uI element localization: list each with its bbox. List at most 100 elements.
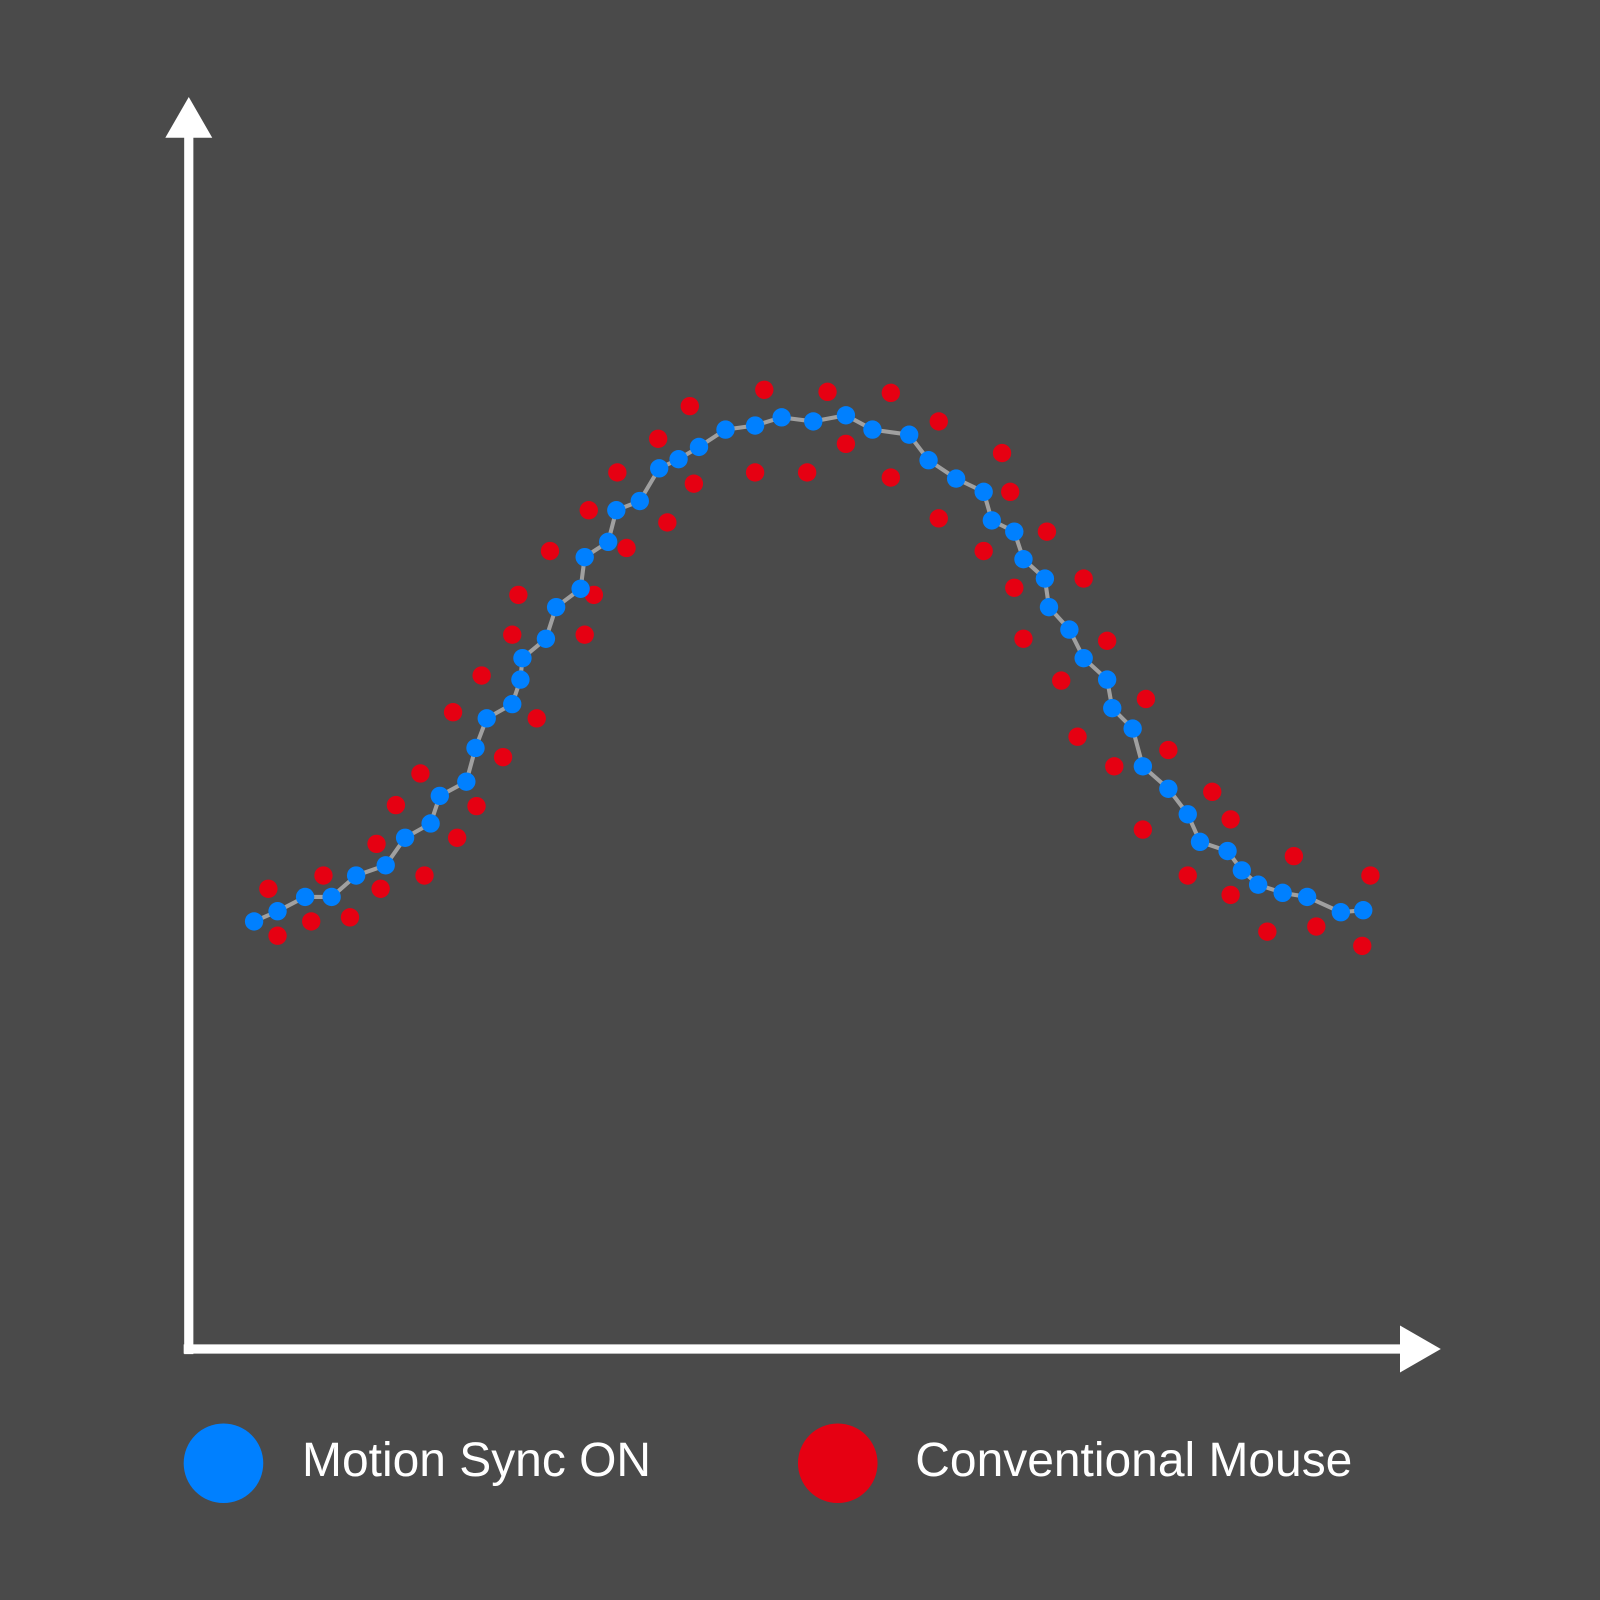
y-axis-arrow xyxy=(165,96,213,138)
legend: Motion Sync ON Conventional Mouse xyxy=(183,1423,1352,1504)
data-point xyxy=(1203,782,1222,802)
data-point xyxy=(540,541,560,561)
data-point xyxy=(919,451,938,470)
data-point xyxy=(881,468,900,487)
data-point xyxy=(982,511,1002,530)
data-point xyxy=(1221,810,1240,829)
data-point xyxy=(598,532,618,552)
data-point xyxy=(1014,550,1033,569)
data-point xyxy=(1105,757,1124,776)
data-point xyxy=(477,709,496,728)
data-point xyxy=(513,648,532,668)
data-point xyxy=(1097,670,1117,689)
data-point xyxy=(1074,648,1093,668)
data-point xyxy=(571,579,590,598)
data-point xyxy=(346,866,366,885)
data-point xyxy=(608,463,627,482)
data-point xyxy=(259,879,278,898)
data-point xyxy=(411,764,430,783)
data-point xyxy=(1178,866,1197,885)
data-point xyxy=(1133,820,1153,839)
data-point xyxy=(1060,620,1079,639)
data-point xyxy=(466,738,485,758)
data-point xyxy=(511,670,530,689)
data-point xyxy=(929,412,948,431)
x-axis-arrow xyxy=(1400,1325,1441,1373)
data-point xyxy=(472,666,491,685)
data-point xyxy=(669,450,688,469)
data-point xyxy=(509,585,528,605)
data-point xyxy=(630,491,649,511)
data-point xyxy=(314,866,333,885)
data-point xyxy=(503,625,522,644)
data-point xyxy=(575,625,594,644)
data-point xyxy=(1248,875,1268,894)
data-point xyxy=(1074,569,1093,588)
data-point xyxy=(503,694,522,714)
data-point xyxy=(1221,885,1240,905)
data-point xyxy=(946,469,966,488)
data-point xyxy=(689,437,709,457)
data-point xyxy=(443,703,463,722)
data-point xyxy=(302,912,321,931)
data-point xyxy=(658,513,677,532)
data-point xyxy=(1123,719,1142,738)
data-point xyxy=(340,908,360,927)
data-point xyxy=(1284,846,1304,866)
data-point xyxy=(1005,522,1024,541)
data-point xyxy=(1297,887,1317,907)
data-point xyxy=(295,887,315,907)
data-point xyxy=(395,828,415,847)
data-point xyxy=(447,828,467,847)
data-point xyxy=(367,834,386,854)
data-point xyxy=(716,420,735,439)
legend-label: Motion Sync ON xyxy=(302,1434,651,1487)
data-point xyxy=(1097,631,1117,650)
data-point xyxy=(371,879,390,898)
data-point xyxy=(1354,901,1373,920)
data-point xyxy=(421,814,440,833)
data-point xyxy=(755,380,774,399)
data-point xyxy=(1103,698,1122,718)
data-point xyxy=(1035,569,1055,588)
data-point xyxy=(1353,936,1372,956)
data-point xyxy=(607,501,626,520)
data-point xyxy=(1258,922,1277,941)
data-point xyxy=(376,856,395,875)
data-point xyxy=(1001,482,1020,502)
data-point xyxy=(536,629,556,648)
data-point xyxy=(386,795,406,815)
data-point xyxy=(430,786,449,806)
data-point xyxy=(1159,779,1178,798)
data-point xyxy=(527,709,546,728)
data-point xyxy=(1159,740,1178,760)
data-point xyxy=(863,420,882,439)
data-point xyxy=(575,547,594,567)
data-point xyxy=(467,796,486,816)
data-point xyxy=(1133,757,1153,776)
data-point xyxy=(772,408,791,427)
axes xyxy=(165,96,1441,1373)
data-point xyxy=(992,443,1012,463)
data-point xyxy=(1005,578,1024,597)
data-point xyxy=(650,459,669,478)
data-point xyxy=(836,434,856,454)
data-point xyxy=(617,538,636,558)
data-point xyxy=(1361,866,1380,885)
data-point xyxy=(836,406,856,425)
plot-area xyxy=(244,380,1380,956)
data-point xyxy=(1273,883,1292,903)
data-point xyxy=(457,772,476,791)
data-point xyxy=(1052,671,1071,690)
data-point xyxy=(804,412,823,431)
data-point xyxy=(974,482,993,502)
data-point xyxy=(680,396,699,416)
data-point xyxy=(648,429,668,448)
data-point xyxy=(546,597,566,617)
data-point xyxy=(1068,727,1087,746)
data-point xyxy=(1039,597,1059,617)
data-point xyxy=(1178,805,1197,824)
